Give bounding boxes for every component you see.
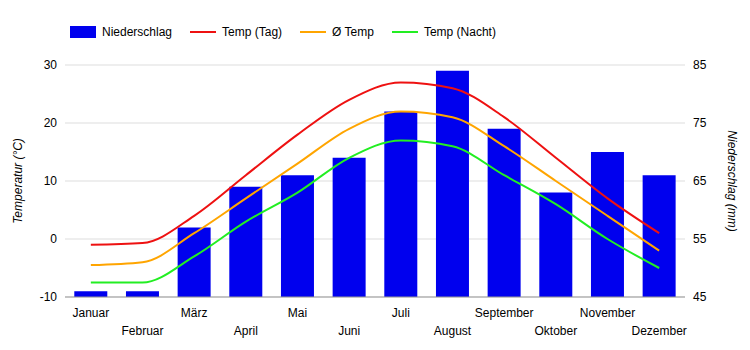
svg-text:20: 20 bbox=[44, 116, 58, 130]
svg-text:0: 0 bbox=[50, 232, 57, 246]
svg-text:Niederschlag (mm): Niederschlag (mm) bbox=[725, 130, 739, 231]
svg-text:Mai: Mai bbox=[288, 306, 307, 320]
svg-text:30: 30 bbox=[44, 58, 58, 72]
svg-text:-10: -10 bbox=[40, 290, 58, 304]
svg-text:April: April bbox=[234, 324, 258, 338]
svg-text:Juli: Juli bbox=[392, 306, 410, 320]
svg-text:März: März bbox=[181, 306, 208, 320]
html-text:Temp (Nacht): Temp (Nacht) bbox=[423, 25, 496, 39]
svg-text:Dezember: Dezember bbox=[631, 324, 686, 338]
svg-text:85: 85 bbox=[693, 58, 707, 72]
html-text:Temp (Tag): Temp (Tag) bbox=[222, 25, 283, 39]
svg-text:55: 55 bbox=[693, 232, 707, 246]
svg-text:75: 75 bbox=[693, 116, 707, 130]
svg-text:September: September bbox=[475, 306, 534, 320]
svg-text:November: November bbox=[580, 306, 635, 320]
svg-text:45: 45 bbox=[693, 290, 707, 304]
svg-text:August: August bbox=[434, 324, 472, 338]
svg-text:10: 10 bbox=[44, 174, 58, 188]
svg-text:Juni: Juni bbox=[338, 324, 360, 338]
html-text:Ø Temp: Ø Temp bbox=[332, 25, 374, 39]
svg-text:Januar: Januar bbox=[72, 306, 109, 320]
svg-text:Februar: Februar bbox=[121, 324, 163, 338]
svg-text:Temperatur (°C): Temperatur (°C) bbox=[11, 138, 25, 224]
svg-text:Oktober: Oktober bbox=[534, 324, 577, 338]
html-text:Niederschlag: Niederschlag bbox=[102, 25, 172, 39]
svg-text:65: 65 bbox=[693, 174, 707, 188]
